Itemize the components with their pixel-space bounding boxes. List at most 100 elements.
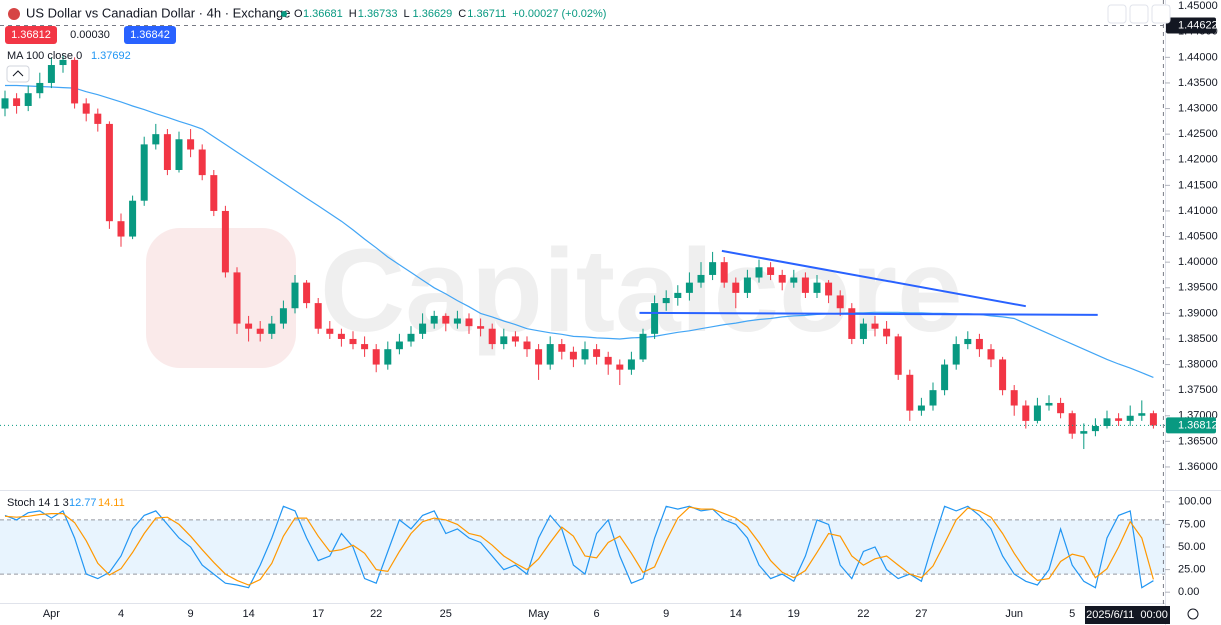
collapse-icon xyxy=(12,70,24,77)
x-tick-label: May xyxy=(528,608,549,620)
sell-price[interactable]: 1.36812 xyxy=(11,29,51,41)
candle-body xyxy=(848,308,856,339)
ohlc-legend: O 1.36681 H 1.36733 L 1.36629 C 1.36711 xyxy=(294,8,506,20)
candle-body xyxy=(1138,413,1146,416)
candle-body xyxy=(1091,425,1099,432)
y-tick-label: 1.42000 xyxy=(1178,154,1218,166)
down-button[interactable] xyxy=(1107,4,1127,24)
candle-body xyxy=(47,65,55,83)
candle-body xyxy=(407,333,415,342)
candle-body xyxy=(372,349,380,365)
ohlc-key: O xyxy=(294,8,303,20)
collapse-button[interactable] xyxy=(6,65,30,83)
x-tick-label: 14 xyxy=(730,608,742,620)
candle-body xyxy=(964,338,972,345)
collapse-pane-button[interactable] xyxy=(1129,4,1149,24)
candle-body xyxy=(871,323,879,329)
candle-body xyxy=(709,262,717,275)
settings-icon[interactable] xyxy=(1187,608,1199,620)
x-tick-label: 17 xyxy=(312,608,324,620)
x-tick-label: 19 xyxy=(788,608,800,620)
y-tick-label: 1.42500 xyxy=(1178,128,1218,140)
candle-body xyxy=(1115,418,1123,421)
stoch-legend-name: Stoch 14 1 3 xyxy=(7,497,69,509)
candle-body xyxy=(987,349,995,360)
x-tick-label: 9 xyxy=(663,608,669,620)
ohlc-value: 1.36629 xyxy=(413,8,453,20)
stoch-line xyxy=(4,505,1154,589)
candle-body xyxy=(279,308,287,324)
candle-body xyxy=(210,175,218,211)
candle-body xyxy=(697,274,705,283)
y-tick-label: 0.00 xyxy=(1178,586,1199,598)
candle-body xyxy=(256,328,264,334)
ohlc-key: C xyxy=(458,8,466,20)
buy-price[interactable]: 1.36842 xyxy=(130,29,170,41)
candle-body xyxy=(337,333,345,339)
candle-body xyxy=(593,349,601,357)
candle-body xyxy=(1033,405,1041,421)
candle-body xyxy=(233,272,241,324)
y-tick-label: 1.36500 xyxy=(1178,435,1218,447)
candle-body xyxy=(326,328,334,334)
change-text: +0.00027 (+0.02%) xyxy=(512,8,606,20)
candle-body xyxy=(361,344,369,350)
status-dot xyxy=(281,11,287,17)
candle-body xyxy=(883,328,891,337)
crosshair-time-label: 2025/6/11 00:00 xyxy=(1086,609,1168,621)
candle-body xyxy=(1057,402,1065,414)
candle-body xyxy=(59,59,67,66)
buy-button[interactable] xyxy=(124,26,176,44)
candle-body xyxy=(906,374,914,411)
candle-body xyxy=(1022,405,1030,421)
candle-body xyxy=(268,323,276,334)
candle-body xyxy=(1103,418,1111,426)
candle-body xyxy=(303,282,311,304)
candle-body xyxy=(349,338,357,345)
last-price-box xyxy=(1166,417,1216,434)
candle-body xyxy=(419,323,427,334)
candle-body xyxy=(221,210,229,273)
stoch-d-value: 14.11 xyxy=(98,497,125,509)
candle-body xyxy=(999,359,1007,391)
candle-body xyxy=(778,274,786,283)
y-tick-label: 1.36000 xyxy=(1178,461,1218,473)
x-tick-label: 22 xyxy=(857,608,869,620)
ma-legend-name: MA 100 close 0 xyxy=(7,50,82,62)
candle-body xyxy=(129,200,137,237)
x-tick-label: 4 xyxy=(118,608,124,620)
candle-body xyxy=(477,326,485,329)
y-tick-label: 100.00 xyxy=(1178,496,1212,508)
sell-button[interactable] xyxy=(5,26,57,44)
candle-body xyxy=(465,318,473,327)
x-tick-label: 22 xyxy=(370,608,382,620)
y-tick-label: 1.38500 xyxy=(1178,333,1218,345)
y-tick-label: 1.43500 xyxy=(1178,77,1218,89)
candle-body xyxy=(1149,413,1157,426)
x-tick-label: 27 xyxy=(915,608,927,620)
candle-body xyxy=(616,364,624,370)
candle-body xyxy=(523,341,531,350)
candle-body xyxy=(732,282,740,293)
ma-legend-value: 1.37692 xyxy=(91,50,131,62)
candle-body xyxy=(627,359,635,370)
stoch-line xyxy=(4,506,1154,586)
candle-body xyxy=(453,318,461,324)
maximize-button[interactable] xyxy=(1151,4,1171,24)
candle-body xyxy=(836,295,844,309)
y-tick-label: 1.38000 xyxy=(1178,358,1218,370)
x-tick-label: Jun xyxy=(1005,608,1023,620)
candle-body xyxy=(71,59,79,104)
candle-body xyxy=(941,364,949,391)
y-tick-label: 1.37500 xyxy=(1178,384,1218,396)
candle-body xyxy=(117,221,125,237)
candle-body xyxy=(662,297,670,304)
candle-body xyxy=(535,349,543,365)
candle-body xyxy=(511,336,519,342)
y-tick-label: 25.00 xyxy=(1178,564,1206,576)
candle-body xyxy=(639,333,647,360)
y-tick-label: 75.00 xyxy=(1178,518,1206,530)
candle-body xyxy=(442,315,450,324)
candle-body xyxy=(952,344,960,365)
candle-body xyxy=(720,262,728,283)
